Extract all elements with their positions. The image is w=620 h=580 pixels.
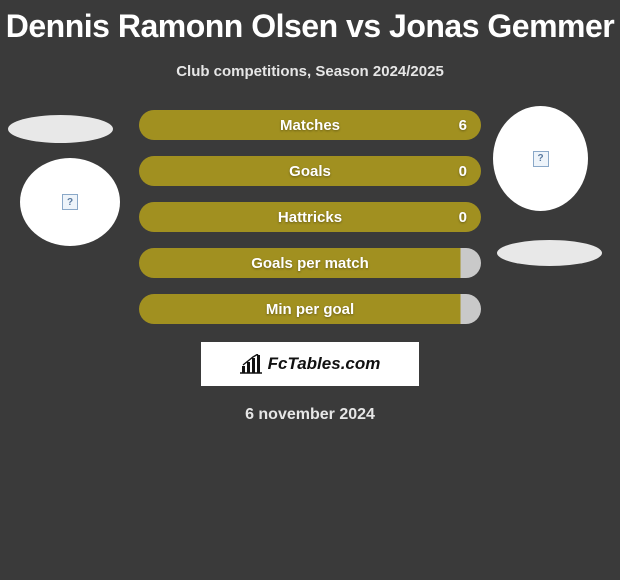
stat-bar-hattricks: Hattricks 0 [139,202,481,232]
stat-label: Goals per match [251,255,369,272]
bar-chart-icon [240,354,262,374]
season-subtitle: Club competitions, Season 2024/2025 [0,63,620,80]
placeholder-icon: ? [62,194,78,210]
stat-bar-goals: Goals 0 [139,156,481,186]
stat-bars: Matches 6 Goals 0 Hattricks 0 Goals per … [139,110,481,324]
page-title: Dennis Ramonn Olsen vs Jonas Gemmer [0,0,620,45]
placeholder-icon: ? [533,151,549,167]
stat-bar-matches: Matches 6 [139,110,481,140]
comparison-card: { "background_color": "#3a3a3a", "title"… [0,0,620,580]
stat-value-right: 0 [459,163,467,180]
right-player-avatar: ? [493,106,588,211]
branding-badge: FcTables.com [201,342,419,386]
stat-value-right: 0 [459,209,467,226]
stat-bar-goals-per-match: Goals per match [139,248,481,278]
right-avatar-shadow [497,240,602,266]
stat-label: Matches [280,117,340,134]
left-player-avatar: ? [20,158,120,246]
stat-value-right: 6 [459,117,467,134]
left-avatar-shadow [8,115,113,143]
comparison-stage: ? ? Matches 6 Goals 0 Hattricks 0 Goals … [0,110,620,424]
stat-label: Goals [289,163,331,180]
branding-text: FcTables.com [268,354,381,374]
stat-bar-min-per-goal: Min per goal [139,294,481,324]
stat-label: Hattricks [278,209,342,226]
stat-label: Min per goal [266,301,354,318]
date-line: 6 november 2024 [0,406,620,424]
